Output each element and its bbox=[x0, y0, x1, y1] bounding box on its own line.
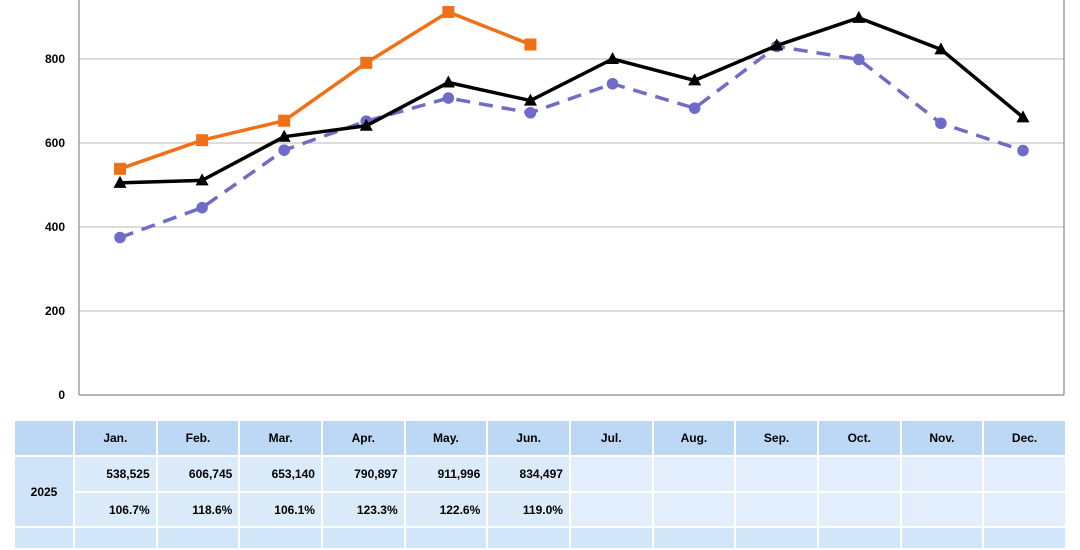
table-ratio-cell: 106.7% bbox=[73, 491, 158, 528]
series-2025-point-jan bbox=[114, 162, 126, 175]
table-value-cell: 653,140 bbox=[238, 455, 323, 493]
series-2024-line bbox=[119, 16, 1025, 185]
table-empty-cell bbox=[238, 526, 323, 550]
table-empty-cell bbox=[651, 526, 737, 550]
y-tick-label-400: 400 bbox=[45, 220, 65, 234]
series-2025-point-feb bbox=[196, 134, 209, 147]
monthly-data-table: Jan. Feb. Mar. Apr. May. Jun. Jul. Aug. Sep. Oct.… bbox=[13, 419, 1067, 550]
series-2023-point-jan bbox=[114, 231, 126, 244]
table-ratio-cell bbox=[816, 491, 902, 528]
table-value-cell bbox=[651, 455, 737, 493]
y-tick-label-600: 600 bbox=[45, 136, 65, 150]
table-header-aug: Aug. bbox=[651, 419, 737, 457]
table-header-jun: Jun. bbox=[486, 419, 571, 457]
table-header-feb: Feb. bbox=[155, 419, 241, 457]
table-row-ratios-2025: 106.7% 118.6% 106.1% 123.3% 122.6% 119.0% bbox=[14, 491, 1067, 528]
series-2024-point-nov bbox=[934, 42, 948, 55]
table-ratio-cell bbox=[982, 491, 1067, 528]
series-2025-line bbox=[119, 10, 532, 171]
table-row-next-partial bbox=[13, 526, 1067, 550]
series-2023-line bbox=[119, 44, 1024, 240]
table-empty-cell bbox=[73, 526, 158, 550]
chart-svg: 0 200 400 600 800 bbox=[45, 0, 1065, 402]
table-corner-cell bbox=[13, 419, 75, 457]
series-2023-point-nov bbox=[935, 117, 947, 130]
table-empty-cell bbox=[13, 526, 75, 550]
table-value-cell bbox=[899, 455, 985, 493]
series-2023-point-may bbox=[442, 92, 455, 104]
y-tick-label-0: 0 bbox=[58, 388, 65, 402]
series-2024-point-dec bbox=[1016, 110, 1030, 123]
table-value-cell: 538,525 bbox=[73, 455, 158, 493]
table-header-apr: Apr. bbox=[320, 419, 406, 457]
table-ratio-cell: 119.0% bbox=[486, 491, 571, 528]
table-ratio-cell: 118.6% bbox=[155, 491, 241, 528]
table-header-mar: Mar. bbox=[238, 419, 323, 457]
y-tick-label-200: 200 bbox=[45, 304, 65, 318]
table-ratio-cell bbox=[651, 491, 737, 528]
series-2025-point-jun bbox=[524, 38, 537, 51]
table-empty-cell bbox=[320, 526, 406, 550]
y-tick-label-800: 800 bbox=[45, 52, 65, 66]
table-empty-cell bbox=[155, 526, 241, 550]
table-ratio-cell: 123.3% bbox=[320, 491, 406, 528]
series-2024-point-apr bbox=[359, 118, 373, 131]
series-2024-point-oct bbox=[852, 10, 866, 23]
series-2023-point-aug bbox=[688, 102, 701, 114]
table-value-cell bbox=[982, 455, 1067, 493]
series-2024-point-feb bbox=[195, 173, 209, 186]
table-value-cell: 834,497 bbox=[486, 455, 571, 493]
table-empty-cell bbox=[486, 526, 571, 550]
series-2024-point-sep bbox=[770, 38, 784, 51]
series-2024-point-jan bbox=[113, 175, 127, 188]
table-value-cell: 911,996 bbox=[403, 455, 489, 493]
table-ratio-cell bbox=[568, 491, 654, 528]
table-empty-cell bbox=[403, 526, 489, 550]
line-chart: 0 200 400 600 800 bbox=[45, 0, 1065, 402]
table-empty-cell bbox=[568, 526, 654, 550]
series-2023-point-jul bbox=[606, 77, 619, 90]
series-2023-point-oct bbox=[853, 53, 865, 66]
table-header-jul: Jul. bbox=[568, 419, 654, 457]
table-value-cell: 606,745 bbox=[155, 455, 241, 493]
table-header-jan: Jan. bbox=[73, 419, 158, 457]
series-2024-point-aug bbox=[688, 73, 702, 86]
series-2023-point-mar bbox=[278, 144, 290, 156]
table-row-values-2025: 2025 538,525 606,745 653,140 790,897 911,996 8… bbox=[13, 455, 1067, 528]
series-2024-point-jul bbox=[606, 52, 620, 64]
table-header-may: May. bbox=[403, 419, 489, 457]
series-2024-point-mar bbox=[277, 129, 291, 142]
table-empty-cell bbox=[816, 526, 902, 550]
series-2025-point-apr bbox=[360, 56, 373, 69]
table-ratio-cell: 122.6% bbox=[403, 491, 489, 528]
series-2023-point-jun bbox=[524, 106, 537, 119]
table-value-cell: 790,897 bbox=[320, 455, 406, 493]
table-year-label: 2025 bbox=[13, 455, 75, 528]
table-empty-cell bbox=[899, 526, 985, 550]
table-value-cell bbox=[734, 455, 819, 493]
table-empty-cell bbox=[982, 526, 1067, 550]
table-header-row: Jan. Feb. Mar. Apr. May. Jun. Jul. Aug. Sep. Oct.… bbox=[13, 419, 1067, 457]
table-header-dec: Dec. bbox=[982, 419, 1067, 457]
series-2024-point-may bbox=[441, 75, 455, 88]
table-ratio-cell bbox=[734, 491, 819, 528]
table-header-oct: Oct. bbox=[816, 419, 902, 457]
series-2023-point-feb bbox=[196, 201, 208, 214]
table-value-cell bbox=[816, 455, 902, 493]
series-2025-point-may bbox=[442, 5, 455, 18]
series-2023-point-dec bbox=[1017, 144, 1029, 157]
table-header-sep: Sep. bbox=[734, 419, 819, 457]
table-header-nov: Nov. bbox=[899, 419, 985, 457]
table-ratio-cell bbox=[899, 491, 985, 528]
series-2024-point-jun bbox=[523, 93, 537, 106]
table-ratio-cell: 106.1% bbox=[238, 491, 323, 528]
table-empty-cell bbox=[734, 526, 819, 550]
table-value-cell bbox=[568, 455, 654, 493]
series-2025-point-mar bbox=[278, 114, 291, 127]
monthly-data-table-container: Jan. Feb. Mar. Apr. May. Jun. Jul. Aug. Sep. Oct.… bbox=[13, 419, 1067, 550]
